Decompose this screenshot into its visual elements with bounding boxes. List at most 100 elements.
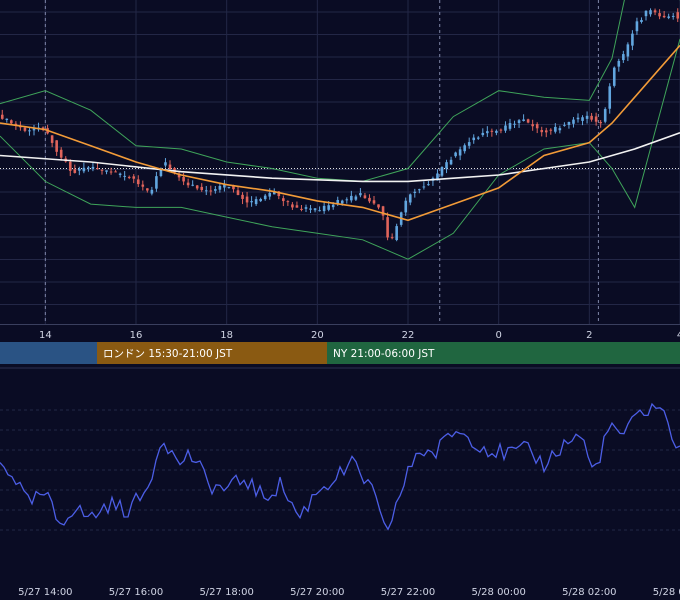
candle-body: [91, 166, 95, 169]
candle-body: [182, 177, 185, 182]
candle-body: [300, 208, 303, 210]
candle-body: [78, 168, 81, 171]
candle-body: [531, 124, 534, 127]
candle-body: [377, 204, 380, 208]
candle-body: [295, 205, 299, 208]
candle-body: [241, 194, 244, 199]
candle-body: [223, 184, 226, 188]
session-london-label: ロンドン 15:30-21:00 JST: [103, 348, 233, 360]
candle-body: [504, 125, 507, 131]
candle-body: [404, 200, 408, 213]
candle-body: [82, 167, 86, 172]
candle-body: [232, 185, 235, 190]
candle-body: [191, 184, 194, 186]
candle-body: [10, 120, 13, 124]
candle-body: [146, 188, 149, 191]
candle-body: [363, 195, 367, 199]
candle-body: [440, 167, 444, 176]
candle-body: [150, 189, 154, 194]
candle-body: [236, 190, 240, 195]
candle-body: [667, 16, 670, 18]
candle-body: [164, 162, 167, 166]
price-panel[interactable]: [0, 0, 680, 324]
candle-body: [141, 184, 145, 187]
candle-body: [640, 19, 643, 22]
candle-body: [23, 127, 27, 131]
price-x-tick-label: 22: [402, 330, 415, 341]
candle-body: [372, 200, 376, 204]
candle-body: [418, 189, 421, 191]
candle-body: [100, 169, 104, 171]
price-x-tick-label: 16: [130, 330, 143, 341]
candle-body: [463, 145, 466, 152]
candle-body: [445, 162, 448, 169]
bollinger-bands: [0, 0, 680, 260]
candle-body: [649, 10, 652, 15]
candle-body: [622, 54, 625, 61]
session-london: [97, 342, 327, 364]
candle-body: [272, 191, 276, 195]
oscillator-panel[interactable]: [0, 402, 680, 531]
ma-short-line: [0, 44, 680, 222]
candle-body: [200, 186, 204, 191]
session-markers: [44, 0, 599, 324]
session-bar: ロンドン 15:30-21:00 JST NY 21:00-06:00 JST: [0, 342, 680, 364]
candle-body: [127, 176, 131, 178]
candle-body: [109, 171, 113, 173]
candle-body: [336, 199, 340, 204]
candle-body: [517, 120, 521, 123]
candle-body: [186, 182, 190, 186]
candle-body: [350, 195, 353, 201]
candle-body: [581, 117, 584, 121]
candle-body: [594, 116, 598, 122]
candle-body: [168, 164, 172, 170]
candle-body: [322, 205, 326, 212]
candle-body: [603, 109, 607, 122]
osc-x-tick-label: 5/27 18:00: [199, 587, 253, 598]
candle-body: [467, 142, 471, 146]
candle-body: [631, 33, 634, 46]
candle-body: [526, 119, 530, 123]
price-x-tick-label: 14: [39, 330, 52, 341]
candle-body: [576, 117, 580, 120]
candle-body: [558, 128, 562, 131]
candle-body: [486, 131, 489, 134]
candle-body: [68, 161, 72, 171]
candle-body: [214, 189, 217, 191]
session-tokyo: [0, 342, 97, 364]
candle-body: [635, 21, 639, 32]
candle-body: [368, 197, 371, 202]
candle-body: [263, 195, 267, 200]
oscillator-x-axis: 5/27 14:00 5/27 16:00 5/27 18:00 5/27 20:00…: [18, 587, 680, 598]
price-x-tick-label: 0: [495, 330, 501, 341]
candle-body: [381, 206, 385, 216]
candle-body: [114, 171, 117, 173]
candle-body: [572, 119, 575, 124]
candle-body: [118, 173, 122, 175]
candle-body: [345, 199, 349, 201]
candle-body: [585, 115, 589, 119]
candle-body: [59, 149, 63, 158]
candle-body: [268, 192, 272, 197]
candle-body: [449, 159, 453, 165]
candle-body: [259, 199, 262, 202]
candle-body: [508, 123, 512, 129]
session-ny: [327, 342, 680, 364]
moving-averages: [0, 44, 680, 222]
candle-body: [286, 201, 290, 203]
candle-body: [245, 196, 249, 203]
candle-body: [458, 149, 462, 156]
candle-body: [390, 237, 394, 239]
candle-body: [32, 128, 36, 131]
candle-body: [554, 126, 557, 132]
candle-body: [96, 168, 99, 170]
candle-body: [436, 173, 439, 181]
candle-body: [155, 176, 158, 189]
candle-body: [662, 15, 666, 18]
session-ny-label: NY 21:00-06:00 JST: [333, 348, 435, 360]
candle-body: [590, 115, 593, 120]
candle-body: [490, 130, 494, 132]
candle-body: [413, 191, 417, 193]
candle-body: [535, 124, 539, 129]
candle-body: [617, 60, 621, 67]
